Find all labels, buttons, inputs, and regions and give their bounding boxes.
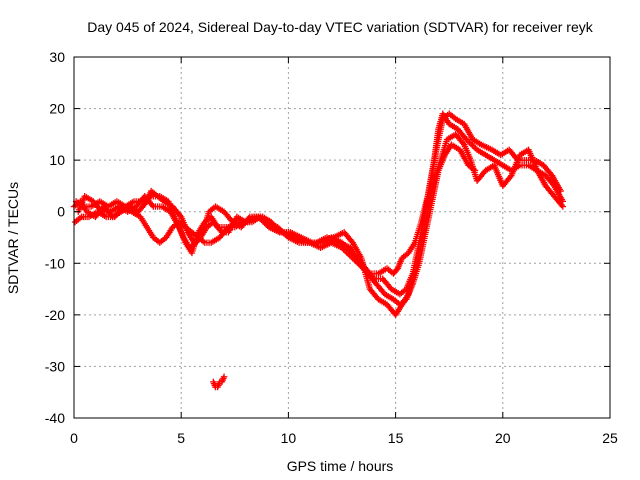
data-point — [559, 203, 567, 210]
y-tick-label: -40 — [45, 410, 65, 426]
y-tick-label: 30 — [49, 49, 65, 65]
data-point — [471, 167, 479, 174]
data-point — [506, 173, 514, 181]
data-layer — [70, 110, 567, 391]
data-point — [176, 212, 184, 219]
y-tick-label: 10 — [49, 152, 65, 168]
plot-frame — [73, 56, 611, 419]
x-tick-label: 20 — [495, 430, 511, 446]
data-point — [459, 139, 467, 147]
y-tick-label: 0 — [57, 204, 65, 220]
chart-title: Day 045 of 2024, Sidereal Day-to-day VTE… — [87, 19, 593, 35]
y-axis-label: SDTVAR / TECUs — [5, 182, 21, 294]
y-tick-label: 20 — [49, 101, 65, 117]
axes: 0 5 10 15 20 25 -40 -30 -20 -10 0 10 20 30 — [45, 49, 618, 446]
y-tick-label: -20 — [45, 307, 65, 323]
y-tick-label: -30 — [45, 358, 65, 374]
x-tick-label: 5 — [177, 430, 185, 446]
y-tick-label: -10 — [45, 255, 65, 271]
x-tick-label: 10 — [281, 430, 297, 446]
x-axis-label: GPS time / hours — [287, 458, 394, 474]
data-point — [148, 201, 156, 209]
data-point — [558, 201, 565, 209]
series-outlier — [210, 373, 228, 391]
x-tick-label: 0 — [70, 430, 78, 446]
series-track-4 — [71, 141, 479, 308]
x-tick-label: 15 — [388, 430, 404, 446]
data-point — [220, 373, 228, 380]
data-point — [557, 187, 564, 195]
x-tick-label: 25 — [602, 430, 618, 446]
